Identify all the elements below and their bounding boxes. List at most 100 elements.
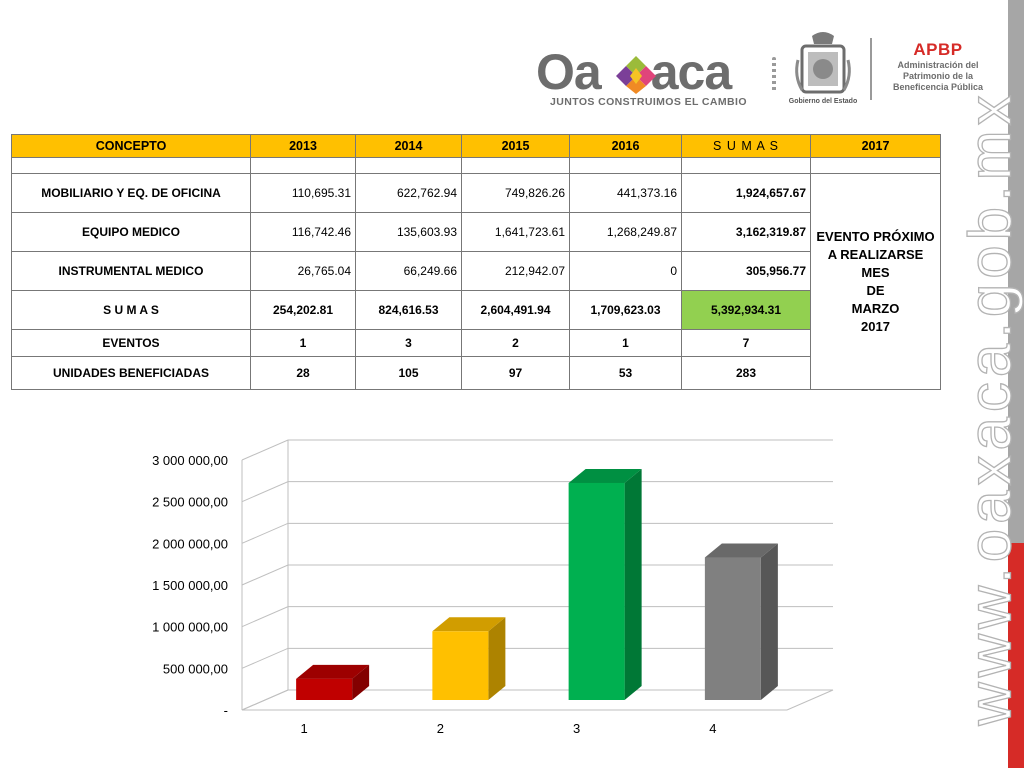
cell-2014: 622,762.94	[355, 173, 462, 213]
header-2013: 2013	[250, 134, 356, 158]
gridline	[241, 564, 833, 586]
cell-2016: 441,373.16	[569, 173, 682, 213]
cell-2013: 26,765.04	[250, 251, 356, 291]
apbp-logo: APBP Administración del Patrimonio de la…	[888, 40, 988, 93]
cell-2016: 0	[569, 251, 682, 291]
event-note-line: MARZO	[851, 300, 900, 316]
url-watermark: www.oaxaca.gob.mx	[956, 90, 1024, 727]
table-row-sumas: S U M A S 254,202.81 824,616.53 2,604,49…	[11, 290, 941, 330]
cell-concepto: INSTRUMENTAL MEDICO	[11, 251, 251, 291]
cell-2014: 135,603.93	[355, 212, 462, 252]
gridline	[241, 606, 833, 628]
bar-top	[432, 617, 506, 632]
y-tick-label: 1 000 000,00	[152, 620, 228, 635]
cell-2013: 116,742.46	[250, 212, 356, 252]
bar-side	[488, 617, 506, 700]
cell-2014: 824,616.53	[355, 290, 462, 330]
apbp-line: Administración del	[897, 60, 979, 70]
apbp-line: Patrimonio de la	[902, 71, 973, 81]
cell-2016: 53	[569, 356, 682, 390]
cell-concepto: UNIDADES BENEFICIADAS	[11, 356, 251, 390]
logo-word-right: aca	[650, 44, 732, 100]
cell-sumas: 3,162,319.87	[681, 212, 811, 252]
logo-word-left: Oa	[536, 44, 602, 100]
cell-sumas-total: 5,392,934.31	[681, 290, 811, 330]
x-tick-label: 3	[573, 721, 580, 736]
header-2017: 2017	[810, 134, 941, 158]
oaxaca-logo: Oa aca JUNTOS CONSTRUIMOS EL CAMBIO	[536, 44, 761, 110]
logo-divider-line	[870, 38, 872, 100]
apbp-line: Beneficencia Pública	[892, 82, 984, 92]
event-note-cell: EVENTO PRÓXIMO A REALIZARSE MES DE MARZO…	[810, 173, 941, 390]
cell-2014: 105	[355, 356, 462, 390]
event-note-line: EVENTO PRÓXIMO	[816, 228, 935, 244]
bar-chart: - 500 000,00 1 000 000,00 1 500 000,00 2 000…	[152, 439, 834, 736]
cell-2015: 2	[461, 329, 570, 357]
y-tick-label: 2 500 000,00	[152, 495, 228, 510]
y-tick-label: -	[224, 703, 228, 718]
cell-concepto: S U M A S	[11, 290, 251, 330]
y-tick-label: 3 000 000,00	[152, 453, 228, 468]
table-row: INSTRUMENTAL MEDICO 26,765.04 66,249.66 …	[11, 251, 941, 291]
y-tick-label: 1 500 000,00	[152, 578, 228, 593]
seal-caption: Gobierno del Estado	[788, 98, 858, 105]
table-row: UNIDADES BENEFICIADAS 28 105 97 53 283	[11, 356, 941, 390]
logo-tagline: JUNTOS CONSTRUIMOS EL CAMBIO	[550, 96, 747, 108]
bar	[432, 631, 489, 700]
event-note-line: 2017	[861, 318, 890, 334]
gridline	[241, 481, 833, 503]
table-row: EVENTOS 1 3 2 1 7	[11, 329, 941, 357]
x-tick-label: 1	[301, 721, 308, 736]
cell-2015: 97	[461, 356, 570, 390]
header-2016: 2016	[569, 134, 682, 158]
cell-2013: 1	[250, 329, 356, 357]
header-2015: 2015	[461, 134, 570, 158]
cell-2014: 3	[355, 329, 462, 357]
state-seal-icon	[795, 32, 851, 94]
gridline	[241, 439, 833, 461]
cell-2016: 1,709,623.03	[569, 290, 682, 330]
bar-side	[760, 543, 778, 700]
cell-sumas: 283	[681, 356, 811, 390]
gridline	[241, 522, 833, 544]
cell-sumas: 305,956.77	[681, 251, 811, 291]
bar-side	[624, 468, 642, 700]
cell-concepto: EQUIPO MEDICO	[11, 212, 251, 252]
y-tick-label: 2 000 000,00	[152, 536, 228, 551]
cell-2013: 254,202.81	[250, 290, 356, 330]
cell-2016: 1,268,249.87	[569, 212, 682, 252]
table-row: MOBILIARIO Y EQ. DE OFICINA 110,695.31 6…	[11, 173, 941, 390]
bar	[704, 557, 761, 700]
table-spacer-row	[11, 157, 941, 174]
cell-2015: 749,826.26	[461, 173, 570, 213]
cell-2016: 1	[569, 329, 682, 357]
table-header-row: CONCEPTO 2013 2014 2015 2016 S U M A S 2…	[11, 134, 941, 158]
logo-divider-dots	[772, 57, 776, 93]
header-sumas: S U M A S	[681, 134, 811, 158]
patrimonio-table: CONCEPTO 2013 2014 2015 2016 S U M A S 2…	[11, 134, 941, 390]
bar-top	[704, 543, 778, 558]
cell-concepto: MOBILIARIO Y EQ. DE OFICINA	[11, 173, 251, 213]
bar	[296, 678, 353, 700]
cell-2015: 212,942.07	[461, 251, 570, 291]
apbp-title: APBP	[913, 40, 963, 59]
oaxaca-x-mark-icon	[616, 56, 656, 94]
cell-sumas: 1,924,657.67	[681, 173, 811, 213]
side-stripe-gray	[1008, 0, 1024, 543]
bar-side	[352, 664, 370, 700]
header-2014: 2014	[355, 134, 462, 158]
table-row: EQUIPO MEDICO 116,742.46 135,603.93 1,64…	[11, 212, 941, 252]
gridline	[241, 647, 833, 669]
x-tick-label: 2	[437, 721, 444, 736]
header-concepto: CONCEPTO	[11, 134, 251, 158]
event-note-line: DE	[866, 282, 885, 298]
cell-2013: 28	[250, 356, 356, 390]
cell-2015: 2,604,491.94	[461, 290, 570, 330]
cell-2015: 1,641,723.61	[461, 212, 570, 252]
cell-sumas: 7	[681, 329, 811, 357]
cell-2013: 110,695.31	[250, 173, 356, 213]
cell-concepto: EVENTOS	[11, 329, 251, 357]
event-note-line: A REALIZARSE MES	[827, 246, 924, 280]
chart-floor	[241, 689, 834, 711]
y-tick-label: 500 000,00	[163, 661, 228, 676]
